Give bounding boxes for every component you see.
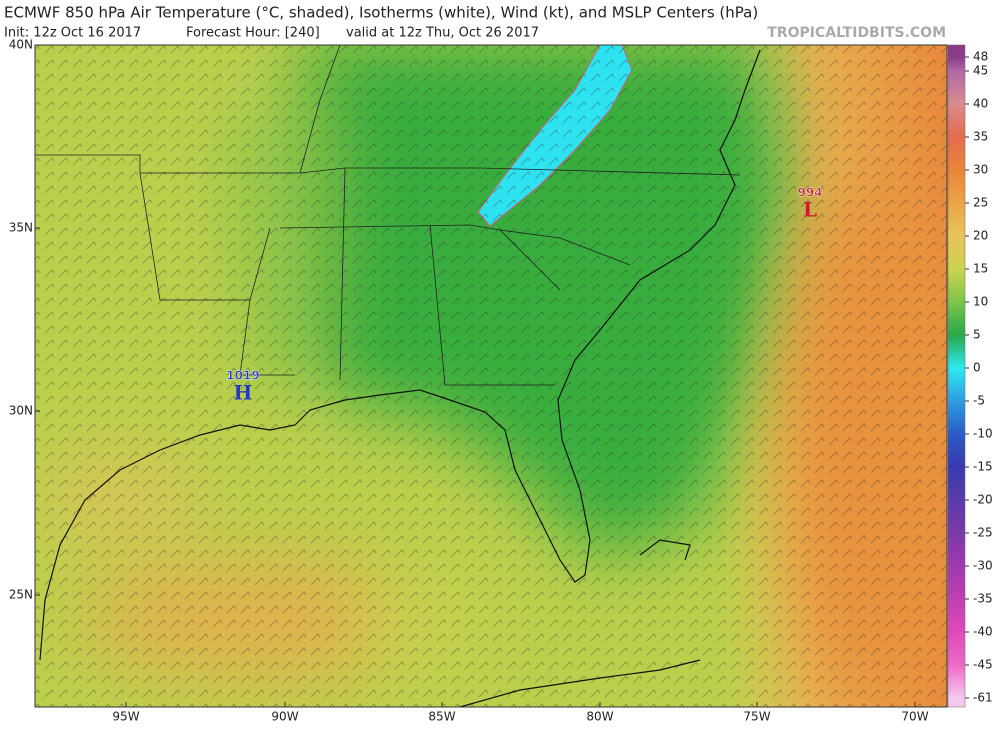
- colorbar-label: 35: [973, 130, 988, 144]
- colorbar-label: 15: [973, 262, 988, 276]
- colorbar-label: 48: [973, 50, 988, 64]
- pressure-symbol: L: [803, 198, 817, 222]
- latitude-label: 35N: [9, 221, 33, 235]
- colorbar-label: 25: [973, 196, 988, 210]
- map-area: [35, 45, 947, 707]
- colorbar-label: -35: [973, 592, 993, 606]
- valid-time: valid at 12z Thu, Oct 26 2017: [346, 26, 539, 41]
- longitude-label: 75W: [743, 710, 770, 724]
- colorbar-label: -20: [973, 493, 993, 507]
- credit: TROPICALTIDBITS.COM: [767, 25, 946, 41]
- pressure-value: 1019: [226, 369, 259, 383]
- wind-barbs: [35, 45, 947, 707]
- longitude-label: 70W: [901, 710, 928, 724]
- colorbar-label: -15: [973, 460, 993, 474]
- colorbar-label: 40: [973, 97, 988, 111]
- colorbar-label: -10: [973, 427, 993, 441]
- init-time: Init: 12z Oct 16 2017: [4, 26, 141, 41]
- pressure-symbol: H: [234, 381, 253, 405]
- forecast-hour: Forecast Hour: [240]: [186, 26, 320, 41]
- colorbar-label: -5: [973, 394, 985, 408]
- longitude-label: 90W: [271, 710, 298, 724]
- axis-labels: 40N 35N 30N 25N 95W 90W 85W 80W 75W 70W: [9, 38, 929, 724]
- latitude-label: 25N: [9, 588, 33, 602]
- colorbar-label: -40: [973, 625, 993, 639]
- pressure-value: 994: [797, 186, 822, 200]
- colorbar-label: 30: [973, 163, 988, 177]
- longitude-label: 80W: [586, 710, 613, 724]
- colorbar-label: -25: [973, 526, 993, 540]
- colorbar-label: 5: [973, 328, 981, 342]
- longitude-label: 95W: [112, 710, 139, 724]
- colorbar-label: 20: [973, 229, 988, 243]
- latitude-label: 30N: [9, 404, 33, 418]
- coastlines: [39, 49, 761, 707]
- colorbar-label: 0: [973, 361, 981, 375]
- latitude-label: 40N: [9, 38, 33, 52]
- colorbar-label: 10: [973, 295, 988, 309]
- colorbar-label: -30: [973, 559, 993, 573]
- colorbar-scale: [947, 44, 966, 708]
- colorbar-label: -45: [973, 658, 993, 672]
- longitude-label: 85W: [428, 710, 455, 724]
- map-frame: [34, 44, 948, 708]
- colorbar-label: 45: [973, 64, 988, 78]
- state-borders: [35, 45, 741, 386]
- title: ECMWF 850 hPa Air Temperature (°C, shade…: [4, 4, 758, 22]
- colorbar-label: -61: [973, 691, 993, 705]
